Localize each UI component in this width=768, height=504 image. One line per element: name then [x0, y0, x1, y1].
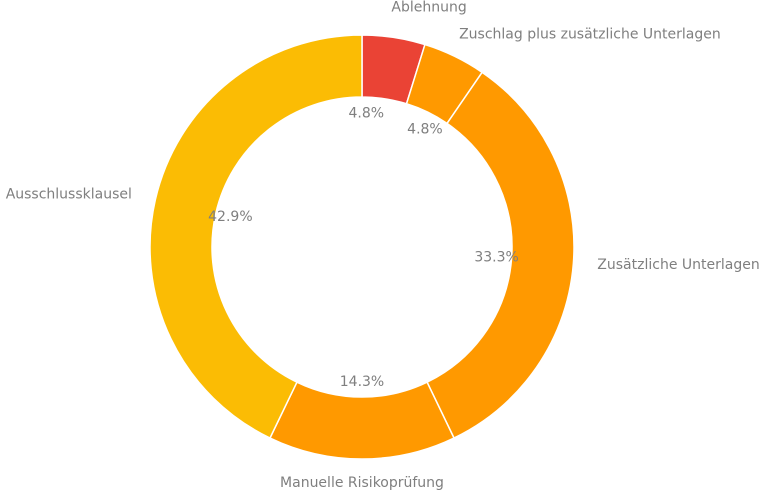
slice-manuelle-risikopruefung [269, 381, 455, 460]
category-label-zuschlag-plus-zusaetzliche-unterlagen: Zuschlag plus zusätzliche Unterlagen [459, 27, 721, 43]
slice-ausschlussklausel [149, 34, 363, 440]
value-label-ausschlussklausel: 42.9% [208, 209, 252, 225]
category-label-manuelle-risikopruefung: Manuelle Risikoprüfung [280, 475, 444, 491]
value-label-manuelle-risikopruefung: 14.3% [340, 374, 384, 390]
category-label-ablehnung: Ablehnung [391, 0, 466, 16]
value-label-zusaetzliche-unterlagen: 33.3% [474, 249, 518, 265]
value-label-zuschlag-plus-zusaetzliche-unterlagen: 4.8% [407, 122, 443, 138]
category-label-zusaetzliche-unterlagen: Zusätzliche Unterlagen [597, 257, 759, 273]
value-label-ablehnung: 4.8% [348, 106, 384, 122]
slice-zusaetzliche-unterlagen [426, 71, 575, 440]
category-label-ausschlussklausel: Ausschlussklausel [6, 186, 132, 202]
